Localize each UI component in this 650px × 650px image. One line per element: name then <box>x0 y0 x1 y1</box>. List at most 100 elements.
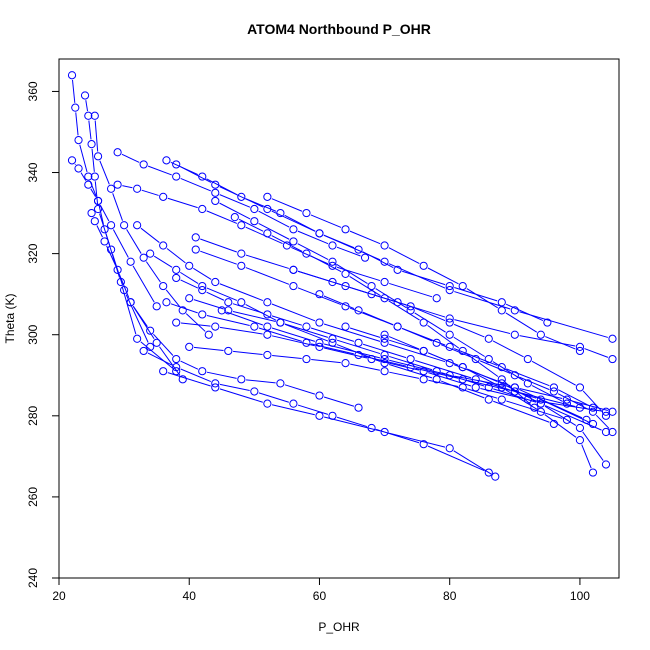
series-segment <box>453 323 485 338</box>
series-segment <box>519 388 563 399</box>
series-segment <box>428 379 459 387</box>
series-segment <box>132 265 155 303</box>
series-segment <box>245 304 277 321</box>
data-point <box>510 306 519 315</box>
data-point <box>185 261 194 270</box>
series-segment <box>505 382 532 405</box>
data-point <box>393 322 402 331</box>
data-point <box>562 415 572 424</box>
series-4 <box>90 111 213 339</box>
data-point <box>84 180 93 189</box>
series-segment <box>112 253 124 286</box>
data-point <box>471 354 480 364</box>
series-segment <box>310 255 342 273</box>
data-point <box>608 427 617 437</box>
data-point <box>582 415 591 424</box>
data-point <box>67 71 77 80</box>
data-point <box>120 221 129 230</box>
data-point <box>211 180 220 189</box>
data-point <box>152 302 161 311</box>
data-point <box>315 318 324 327</box>
series-25 <box>315 290 617 437</box>
data-point <box>87 140 96 149</box>
series-segment <box>200 250 237 265</box>
data-point <box>263 229 272 238</box>
data-point <box>204 330 213 339</box>
series-segment <box>336 416 368 428</box>
data-point <box>90 172 99 181</box>
x-tick-label: 100 <box>570 589 590 603</box>
data-point <box>302 354 311 364</box>
series-segment <box>140 227 160 243</box>
series-segment <box>414 312 446 333</box>
series-segment <box>272 354 302 360</box>
series-segment <box>349 230 381 245</box>
series-segment <box>271 315 303 326</box>
data-point <box>328 338 337 347</box>
series-segment <box>310 327 355 342</box>
data-point <box>211 379 220 388</box>
series-segment <box>389 339 420 350</box>
data-point <box>458 281 467 291</box>
series-segment <box>96 225 103 238</box>
series-segment <box>219 194 251 208</box>
series-segment <box>362 343 407 359</box>
series-29 <box>211 196 572 408</box>
data-point <box>159 367 168 376</box>
data-point <box>458 346 467 356</box>
data-point <box>263 204 272 214</box>
series-segment <box>271 404 315 416</box>
data-point <box>237 192 246 201</box>
data-point <box>380 427 389 437</box>
series-segment <box>467 379 511 391</box>
series-6 <box>113 148 370 262</box>
data-point <box>263 322 272 331</box>
data-point <box>139 160 148 169</box>
series-segment <box>90 188 97 198</box>
data-point <box>536 330 545 339</box>
series-segment <box>336 344 381 362</box>
series-segment <box>479 360 511 374</box>
series-segment <box>466 353 499 377</box>
series-segment <box>519 392 576 408</box>
data-point <box>341 281 350 291</box>
series-segment <box>153 255 173 268</box>
series-segment <box>180 177 212 192</box>
data-point <box>354 245 363 254</box>
series-segment <box>284 384 316 395</box>
series-segment <box>581 444 592 469</box>
data-point <box>289 399 298 408</box>
data-point <box>380 241 389 250</box>
data-point <box>328 277 337 287</box>
series-segment <box>467 388 498 399</box>
data-point <box>172 172 181 181</box>
data-point <box>178 375 187 384</box>
series-segment <box>118 274 130 299</box>
series-20 <box>126 298 363 412</box>
series-segment <box>389 359 446 375</box>
data-point <box>133 184 142 193</box>
data-point <box>237 375 246 384</box>
series-segment <box>336 282 368 294</box>
data-point <box>380 338 389 347</box>
data-point <box>191 233 200 242</box>
data-point <box>491 472 500 481</box>
data-point <box>445 318 454 327</box>
data-point <box>497 379 506 388</box>
series-segment <box>505 303 544 322</box>
series-segment <box>147 352 173 366</box>
data-point <box>302 249 311 258</box>
data-point <box>106 245 116 254</box>
data-point <box>484 354 493 364</box>
data-point <box>211 196 220 206</box>
data-point <box>162 156 171 165</box>
y-tick-label: 320 <box>26 243 40 263</box>
data-point <box>341 322 350 331</box>
data-point <box>380 359 389 368</box>
data-point <box>380 367 389 376</box>
series-segment <box>505 312 538 333</box>
data-point <box>354 306 363 315</box>
data-point <box>432 294 441 303</box>
data-point <box>575 423 585 433</box>
data-point <box>315 290 324 299</box>
